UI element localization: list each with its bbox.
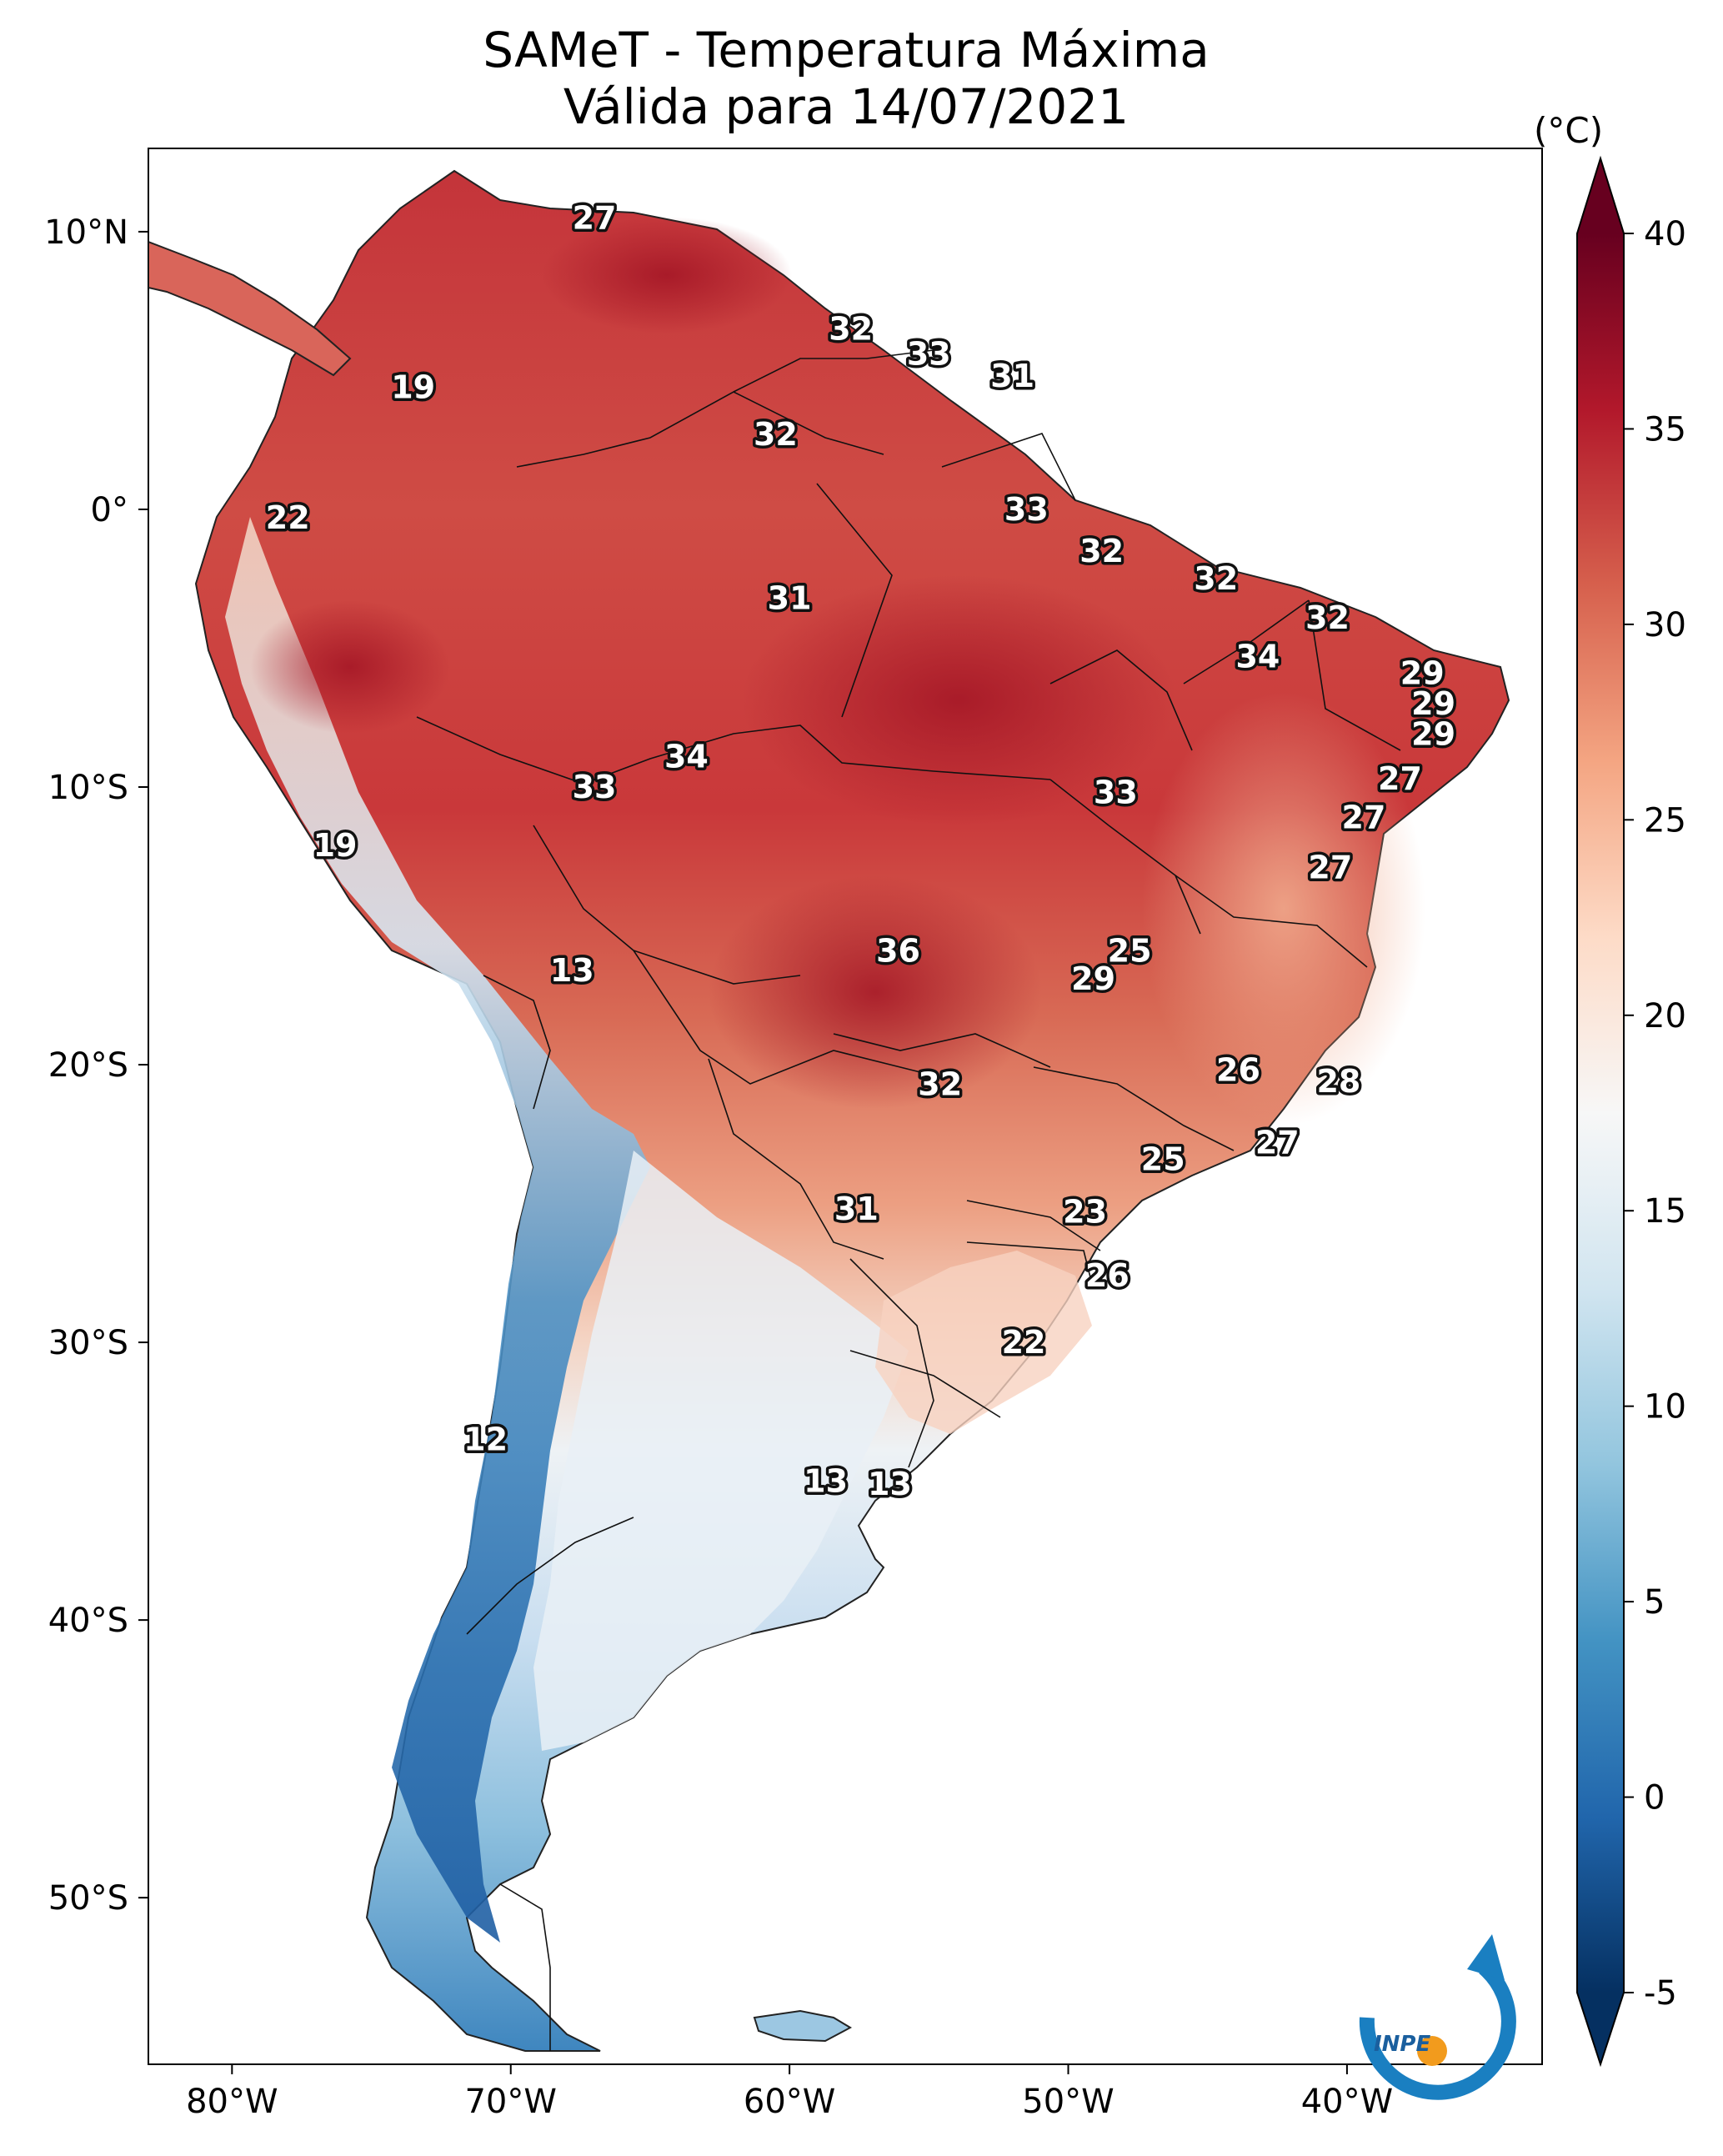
colorbar-tick-label: 40 (1644, 215, 1686, 253)
temperature-value-label: 32 (918, 1065, 962, 1102)
temperature-value-label: 25 (1141, 1141, 1185, 1177)
colorbar-max-extend (1577, 158, 1624, 233)
y-tick-label: 0° (91, 491, 128, 529)
country-borders (416, 349, 1401, 2051)
southern-brazil-zone (875, 1251, 1092, 1434)
y-tick-label: 10°S (48, 769, 128, 807)
colorbar-unit-label: (°C) (1534, 110, 1604, 151)
x-tick-label: 80°W (186, 2083, 278, 2121)
y-tick-label: 10°N (44, 213, 128, 252)
y-tick-label: 30°S (48, 1324, 128, 1362)
y-tick-label: 50°S (48, 1879, 128, 1918)
temperature-value-label: 27 (1378, 760, 1422, 797)
temperature-value-label: 25 (1108, 932, 1152, 969)
colorbar: 40 35 30 25 20 15 10 5 0 -5 (1576, 155, 1686, 2068)
temperature-value-label: 34 (1235, 638, 1280, 674)
temperature-value-label: 23 (1063, 1194, 1107, 1231)
colorbar-tick-label: -5 (1644, 1974, 1677, 2013)
y-tick-label: 40°S (48, 1602, 128, 1640)
temperature-value-label: 34 (664, 738, 709, 775)
temperature-value-label: 22 (266, 499, 310, 536)
temperature-value-label: 26 (1216, 1052, 1260, 1089)
map-title-line2: Válida para 14/07/2021 (563, 78, 1129, 135)
colorbar-gradient (1577, 233, 1624, 1993)
colorbar-tick-label: 15 (1644, 1192, 1686, 1231)
temperature-value-label: 19 (313, 827, 358, 864)
logo-dot (1417, 2036, 1447, 2066)
temperature-value-label: 26 (1085, 1257, 1129, 1294)
temperature-value-label: 12 (463, 1421, 508, 1458)
temperature-value-label: 22 (1002, 1324, 1046, 1361)
temperature-value-label: 29 (1071, 960, 1115, 997)
central-amazon-hot-spot (742, 575, 1175, 825)
y-axis: 10°N 0° 10°S 20°S 30°S 40°S 50°S (44, 213, 148, 1918)
colorbar-tick-label: 25 (1644, 801, 1686, 840)
inpe-logo: INPE (1359, 1934, 1516, 2100)
x-tick-label: 40°W (1301, 2083, 1393, 2121)
temperature-value-label: 13 (868, 1466, 912, 1502)
logo-text: INPE (1374, 2032, 1430, 2057)
temperature-value-label: 13 (550, 952, 594, 989)
temperature-value-label: 32 (829, 310, 873, 347)
temperature-value-label: 31 (834, 1191, 879, 1227)
colorbar-tick-label: 30 (1644, 606, 1686, 644)
logo-arrow-icon (1467, 1934, 1505, 1980)
southern-cool-zone (533, 1151, 909, 1751)
temperature-value-label: 13 (804, 1463, 848, 1500)
temperature-value-label: 28 (1316, 1063, 1360, 1100)
map-title-line1: SAMeT - Temperatura Máxima (483, 22, 1210, 78)
temperature-value-label: 29 (1400, 654, 1445, 691)
temperature-value-label: 32 (1194, 560, 1238, 597)
temperature-value-label: 29 (1411, 685, 1455, 722)
colorbar-tick-label: 35 (1644, 410, 1686, 449)
temperature-value-label: 33 (1004, 491, 1049, 528)
temperature-value-label: 33 (907, 335, 951, 372)
temperature-value-label: 33 (1094, 775, 1138, 811)
eastern-brazil-warm-zone (1142, 692, 1425, 1126)
temperature-value-label: 32 (1305, 599, 1350, 636)
x-axis: 80°W 70°W 60°W 50°W 40°W (186, 2064, 1393, 2121)
y-tick-label: 20°S (48, 1046, 128, 1085)
x-tick-label: 70°W (464, 2083, 556, 2121)
temperature-value-label: 32 (754, 416, 798, 453)
x-tick-label: 50°W (1022, 2083, 1114, 2121)
temperature-value-label: 27 (1342, 800, 1386, 836)
temperature-value-label: 32 (1079, 533, 1124, 569)
temperature-value-label: 27 (573, 199, 617, 236)
western-amazon-hot-spot (250, 600, 450, 734)
temperature-value-label: 31 (768, 580, 812, 617)
temperature-value-label: 29 (1411, 716, 1455, 753)
x-tick-label: 60°W (744, 2083, 835, 2121)
colorbar-tick-label: 20 (1644, 997, 1686, 1035)
colorbar-tick-label: 0 (1644, 1779, 1665, 1818)
temperature-value-label: 27 (1308, 850, 1352, 886)
temperature-value-label: 33 (573, 769, 617, 805)
temperature-value-label: 31 (990, 358, 1034, 394)
colorbar-tick-label: 5 (1644, 1583, 1665, 1622)
continent-layer (148, 169, 1510, 2052)
colorbar-min-extend (1577, 1993, 1624, 2064)
logo-arc (1359, 1962, 1516, 2100)
temperature-value-label: 27 (1255, 1124, 1300, 1161)
colorbar-tick-label: 10 (1644, 1388, 1686, 1426)
temperature-value-label: 19 (391, 369, 435, 405)
temperature-value-label: 36 (876, 932, 920, 969)
falkland-islands (753, 2009, 853, 2043)
mato-grosso-hot-spot (709, 875, 1042, 1109)
venezuela-hot-spot (542, 217, 792, 333)
central-america-land (148, 240, 352, 377)
